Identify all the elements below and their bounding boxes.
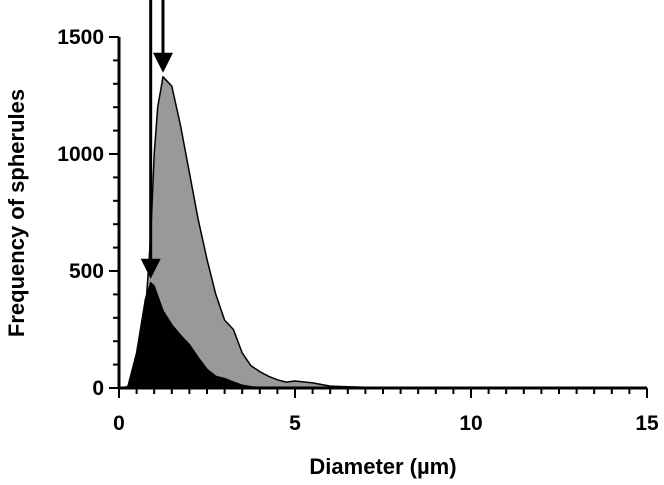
y-tick-label: 1500 (57, 26, 104, 49)
y-tick-label: 1000 (57, 143, 104, 166)
x-tick-label: 15 (635, 412, 659, 435)
mode-arrow-head-1 (153, 52, 173, 73)
mode-arrow-group (140, 0, 173, 279)
x-tick-label: 10 (459, 412, 482, 435)
x-tick-label: 5 (289, 412, 301, 435)
y-tick-label: 500 (69, 260, 104, 283)
x-axis-title: Diameter (µm) (309, 454, 456, 479)
x-tick-label: 0 (113, 412, 125, 435)
y-axis-title: Frequency of spherules (4, 89, 29, 337)
y-tick-label: 0 (92, 377, 104, 400)
mode-arrow-head-2 (140, 258, 161, 279)
area-series-group (118, 76, 564, 389)
axes-group: 0 5 10 15 0 500 1000 1500 (57, 26, 659, 435)
